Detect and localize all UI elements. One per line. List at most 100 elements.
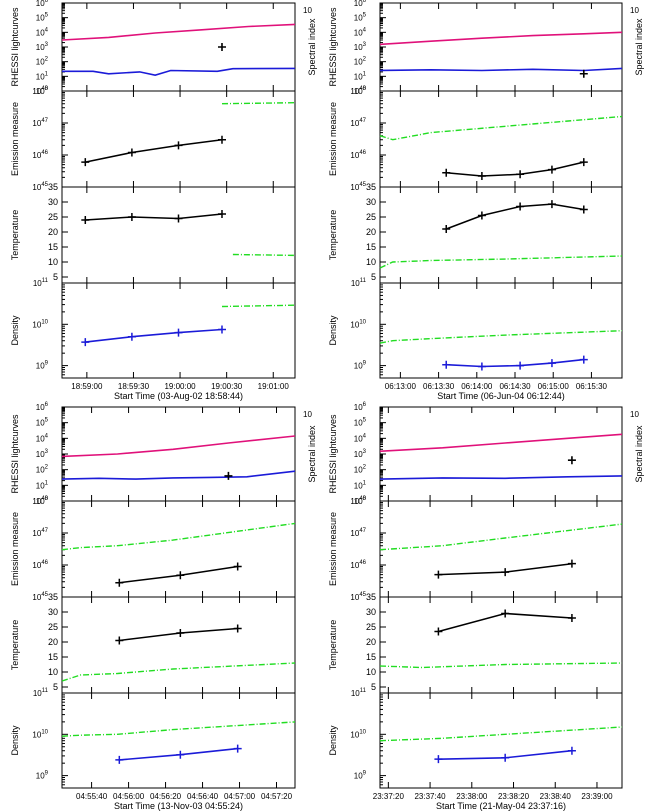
p2-rhessi-ytick-label: 101: [354, 71, 367, 81]
p1-temp-black-point: [217, 210, 226, 218]
p2-xtick-label: 06:15:00: [538, 382, 570, 391]
tick-exponent: 9: [45, 361, 49, 367]
p3-xtick-label: 04:56:40: [187, 792, 219, 801]
tick-exponent: 5: [363, 418, 367, 424]
p4-rhessi-ytick-label: 103: [354, 449, 367, 459]
tick-exponent: 47: [41, 528, 48, 534]
p2-dens-blue-point: [442, 360, 451, 369]
tick-exponent: 45: [41, 592, 48, 598]
p4-rhessi-ytick-label: 105: [354, 418, 367, 428]
p2-dens-blue-point: [579, 355, 588, 364]
p3-rhessi-ytick-label: 100: [36, 496, 49, 506]
p1-em-frame: [61, 90, 296, 188]
p4-temp-ytick-label: 30: [366, 607, 376, 617]
p1-em-ytick-label: 1045: [32, 182, 48, 192]
p4-rhessi-frame: [379, 406, 623, 502]
p4-rhessi-ytick-label: 100: [354, 496, 367, 506]
tick-exponent: 46: [359, 150, 366, 156]
tick-exponent: 3: [45, 42, 49, 48]
p1-dens-ytick-label: 109: [36, 361, 49, 371]
p4-temp-ytick-label: 15: [366, 652, 376, 662]
p2-em-ytick-label: 1047: [350, 118, 366, 128]
p1-temp-black-point: [81, 216, 90, 224]
p1-em-ylabel: Emission measure: [10, 102, 20, 176]
p2-rhessi-pink-series: [379, 31, 623, 46]
p3-dens-green-series: [61, 721, 296, 737]
tick-exponent: 45: [359, 182, 366, 188]
p1-temp-ytick-label: 10: [48, 257, 58, 267]
p1-rhessi-ytick-label: 101: [36, 71, 49, 81]
p2-spectral-index-tick-label: 10: [630, 6, 639, 15]
tick-exponent: 4: [363, 433, 367, 439]
p3-em-frame: [61, 500, 296, 598]
p1-dens-ytick-label: 1011: [33, 278, 49, 288]
p4-spectral-index-tick-label: 10: [630, 410, 639, 419]
p2-em-black-point: [579, 158, 588, 167]
p2-temp-frame: [379, 186, 623, 284]
p4-temp-ytick-label: 10: [366, 667, 376, 677]
p3-spectral-index-label: Spectral index: [307, 425, 317, 483]
p3-rhessi-frame: [61, 406, 296, 502]
p4-em-ylabel: Emission measure: [328, 512, 338, 586]
p2-temp-green-series: [379, 255, 623, 269]
p1-em-black-series: [85, 138, 223, 163]
p4-rhessi-ylabel: RHESSI lightcurves: [328, 414, 338, 494]
tick-exponent: 9: [45, 771, 49, 777]
p3-rhessi-ytick-label: 102: [36, 465, 49, 475]
tick-exponent: 2: [45, 465, 49, 471]
p3-temp-ylabel: Temperature: [10, 620, 20, 671]
p2-rhessi-frame: [379, 2, 623, 92]
p2-dens-blue-series: [446, 358, 584, 368]
p3-temp-ytick-label: 10: [48, 667, 58, 677]
p3-em-ylabel: Emission measure: [10, 512, 20, 586]
p1-spectral-index-point: [217, 43, 226, 51]
p1-xlabel: Start Time (03-Aug-02 18:58:44): [114, 391, 243, 401]
p3-dens-frame: [61, 692, 296, 789]
p4-xlabel: Start Time (21-May-04 23:37:16): [436, 801, 566, 811]
p3-temp-ytick-label: 15: [48, 652, 58, 662]
tick-exponent: 11: [360, 688, 367, 694]
tick-exponent: 2: [45, 57, 49, 63]
p3-temp-black-point: [115, 636, 124, 645]
p3-em-ytick-label: 1047: [32, 528, 48, 538]
tick-exponent: 5: [45, 13, 49, 19]
p4-xtick-label: 23:38:40: [540, 792, 572, 801]
p2-temp-black-point: [516, 202, 525, 211]
p2-temp-black-series: [445, 203, 584, 230]
p2-temp-black-point: [579, 205, 588, 214]
p4-em-black-point: [434, 570, 443, 579]
p4-dens-ytick-label: 109: [354, 771, 367, 781]
tick-exponent: 1: [363, 71, 367, 77]
p4-rhessi-ytick-label: 106: [354, 402, 367, 412]
p4-xtick-label: 23:37:40: [414, 792, 446, 801]
p1-em-black-point: [127, 148, 136, 157]
p1-xtick-label: 19:00:00: [164, 382, 196, 391]
p3-em-ytick-label: 1045: [32, 592, 48, 602]
p3-xtick-label: 04:57:00: [224, 792, 256, 801]
p2-xtick-label: 06:13:00: [385, 382, 417, 391]
tick-exponent: 6: [45, 402, 49, 408]
p3-rhessi-ytick-label: 101: [36, 480, 49, 490]
p1-temp-black-point: [127, 213, 136, 221]
p3-rhessi-ytick-label: 103: [36, 449, 49, 459]
tick-exponent: 6: [363, 402, 367, 408]
tick-exponent: 4: [363, 27, 367, 33]
tick-exponent: 0: [45, 496, 49, 502]
tick-exponent: 2: [363, 465, 367, 471]
p1-dens-blue-point: [174, 328, 183, 337]
p1-em-black-point: [174, 141, 183, 150]
p3-dens-blue-point: [115, 755, 124, 764]
p1-xtick-label: 19:01:00: [258, 382, 290, 391]
tick-exponent: 6: [45, 0, 49, 4]
p2-dens-ylabel: Density: [328, 315, 338, 346]
p4-em-black-point: [567, 559, 576, 568]
tick-exponent: 11: [42, 278, 49, 284]
tick-exponent: 11: [360, 278, 367, 284]
p2-dens-ytick-label: 1011: [351, 278, 367, 288]
tick-exponent: 9: [363, 771, 367, 777]
p3-temp-black-series: [119, 627, 238, 642]
p4-rhessi-pink-series: [379, 433, 623, 452]
p2-rhessi-ylabel: RHESSI lightcurves: [328, 7, 338, 87]
p1-dens-ylabel: Density: [10, 315, 20, 346]
p1-rhessi-ylabel: RHESSI lightcurves: [10, 7, 20, 87]
